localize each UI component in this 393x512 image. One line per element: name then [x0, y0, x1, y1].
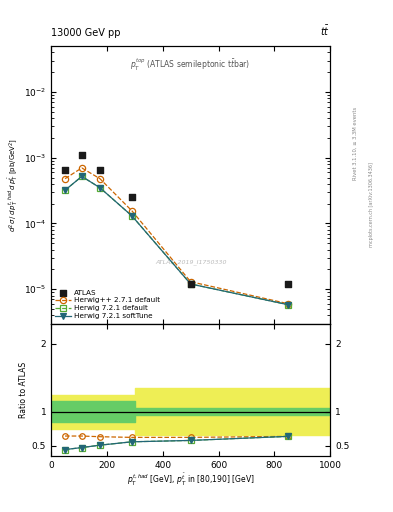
Line: Herwig 7.2.1 softTune: Herwig 7.2.1 softTune — [62, 173, 291, 308]
Herwig++ 2.7.1 default — [79, 165, 84, 171]
Line: Herwig 7.2.1 default: Herwig 7.2.1 default — [62, 173, 291, 308]
X-axis label: $p_T^{t,had}$ [GeV], $p_T^{\bar{t}}$ in [80,190] [GeV]: $p_T^{t,had}$ [GeV], $p_T^{\bar{t}}$ in … — [127, 472, 255, 488]
Herwig 7.2.1 default — [97, 185, 102, 191]
Herwig 7.2.1 default — [188, 281, 193, 287]
Herwig 7.2.1 softTune — [130, 213, 134, 219]
ATLAS — [285, 280, 292, 288]
ATLAS — [187, 280, 194, 288]
Herwig++ 2.7.1 default — [188, 279, 193, 285]
Text: mcplots.cern.ch [arXiv:1306.3436]: mcplots.cern.ch [arXiv:1306.3436] — [369, 162, 374, 247]
Text: ATLAS_2019_I1750330: ATLAS_2019_I1750330 — [155, 260, 226, 265]
Line: Herwig++ 2.7.1 default: Herwig++ 2.7.1 default — [62, 165, 291, 307]
ATLAS — [129, 193, 135, 201]
ATLAS — [62, 166, 68, 174]
Herwig 7.2.1 default — [63, 187, 68, 194]
Y-axis label: Ratio to ATLAS: Ratio to ATLAS — [19, 361, 28, 418]
Herwig 7.2.1 default — [286, 302, 291, 308]
Herwig 7.2.1 softTune — [286, 302, 291, 308]
Text: Rivet 3.1.10, ≥ 3.3M events: Rivet 3.1.10, ≥ 3.3M events — [353, 106, 358, 180]
Herwig++ 2.7.1 default — [97, 176, 102, 182]
Text: $t\bar{t}$: $t\bar{t}$ — [320, 25, 330, 38]
Herwig 7.2.1 softTune — [63, 187, 68, 194]
Herwig 7.2.1 default — [79, 174, 84, 180]
Legend: ATLAS, Herwig++ 2.7.1 default, Herwig 7.2.1 default, Herwig 7.2.1 softTune: ATLAS, Herwig++ 2.7.1 default, Herwig 7.… — [54, 288, 162, 321]
Herwig 7.2.1 softTune — [79, 174, 84, 180]
Y-axis label: $d^2\sigma\,/\,d\,p_T^{t,had}\,d\,p_T^{\bar{t}}$ [pb/GeV$^2$]: $d^2\sigma\,/\,d\,p_T^{t,had}\,d\,p_T^{\… — [7, 138, 21, 232]
ATLAS — [97, 166, 103, 174]
Text: 13000 GeV pp: 13000 GeV pp — [51, 28, 121, 38]
Herwig++ 2.7.1 default — [130, 208, 134, 214]
Herwig 7.2.1 default — [130, 213, 134, 219]
Herwig++ 2.7.1 default — [286, 301, 291, 307]
Text: $p_T^{top}$ (ATLAS semileptonic t$\bar{t}$bar): $p_T^{top}$ (ATLAS semileptonic t$\bar{t… — [130, 57, 251, 73]
Herwig 7.2.1 softTune — [97, 185, 102, 191]
ATLAS — [79, 151, 85, 159]
Herwig 7.2.1 softTune — [188, 281, 193, 287]
Herwig++ 2.7.1 default — [63, 176, 68, 182]
